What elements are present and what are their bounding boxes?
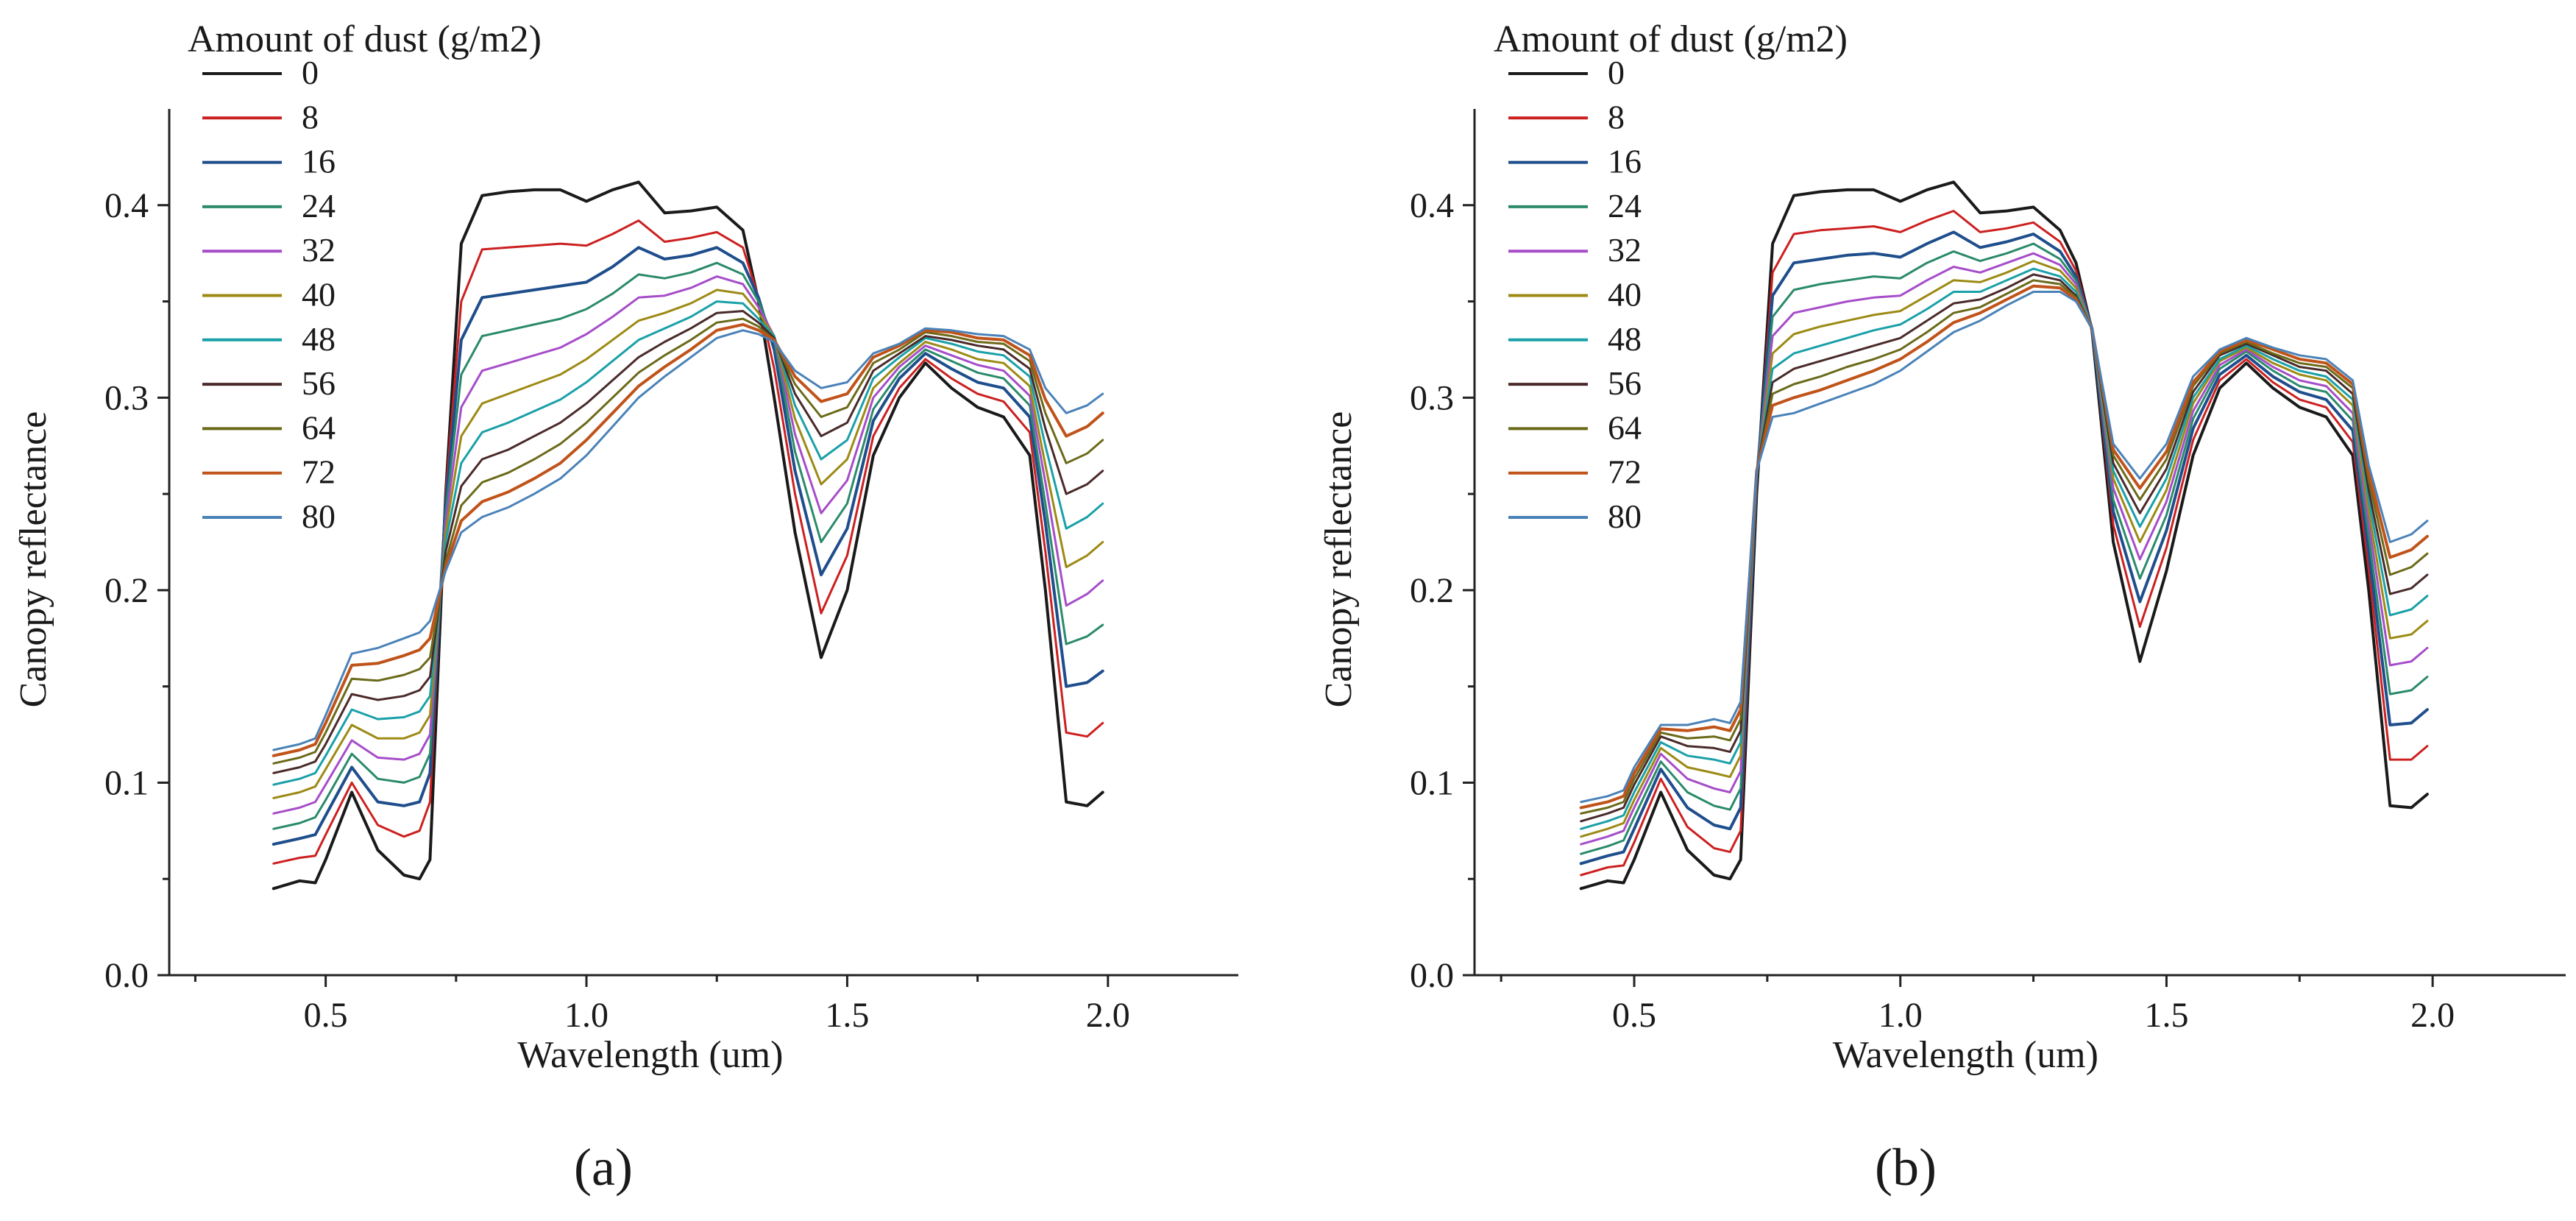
series-line-32 [1580,252,2429,846]
series-line-16 [1579,230,2429,866]
legend-entry-0: 0 [302,54,319,91]
panel-label-b: (b) [1875,1138,1937,1197]
legend-entry-16: 16 [1608,143,1642,180]
x-axis-label: Wavelength (um) [517,1034,783,1076]
legend-entry-32: 32 [302,231,336,269]
series-line-24 [1580,242,2429,855]
x-tick-label: 0.5 [304,996,348,1035]
legend: Amount of dust (g/m2)0 8 16 24 32 40 48 56 64 72 8… [188,18,542,535]
series-line-8 [1580,210,2429,877]
x-tick-label: 1.5 [2144,996,2188,1035]
y-axis-label: Canopy reflectance [1318,411,1360,708]
series-line-72 [1579,284,2429,810]
legend: Amount of dust (g/m2)0 8 16 24 32 40 48 56 64 72 8… [1494,18,1848,535]
y-tick-label: 0.2 [104,571,149,610]
series-line-40 [1580,260,2429,838]
series-line-80 [1580,291,2429,804]
series-line-56 [272,310,1104,774]
y-tick-label: 0.0 [1410,956,1454,995]
legend-entry-80: 80 [1608,498,1642,535]
legend-entry-48: 48 [1608,320,1642,358]
series-line-48 [1580,267,2429,830]
legend-entry-56: 56 [1608,364,1642,402]
x-tick-label: 2.0 [1086,996,1130,1035]
series-line-32 [272,275,1104,815]
legend-entry-56: 56 [302,364,336,402]
legend-entry-64: 64 [1608,408,1642,446]
series-line-0 [1579,180,2429,891]
x-tick-label: 1.0 [1878,996,1923,1035]
y-axis-label: Canopy reflectance [13,411,54,708]
panel-a: 0.0 0.1 0.2 0.3 0.4 0.5 1.0 1.5 2.0 Wavelength (u… [13,18,1238,1076]
x-tick-label: 2.0 [2410,996,2455,1035]
y-tick-label: 0.0 [104,956,149,995]
y-tick-label: 0.2 [1410,571,1454,610]
legend-entry-72: 72 [1608,453,1642,491]
series-line-16 [272,246,1104,846]
legend-entry-8: 8 [1608,98,1625,135]
x-axis-label: Wavelength (um) [1833,1034,2098,1076]
series-line-48 [272,300,1104,786]
series-line-80 [272,327,1104,751]
legend-entry-8: 8 [302,98,319,135]
legend-entry-64: 64 [302,408,336,446]
y-tick-label: 0.4 [1410,186,1454,225]
legend-entry-16: 16 [302,143,336,180]
x-tick-label: 1.5 [825,996,869,1035]
panel-b: 0.0 0.1 0.2 0.3 0.4 0.5 1.0 1.5 2.0 Wavelength (u… [1318,18,2566,1076]
legend-title: Amount of dust (g/m2) [1494,18,1848,60]
series-line-64 [1580,279,2429,815]
legend-entry-24: 24 [1608,187,1642,224]
x-tick-label: 1.0 [564,996,608,1035]
y-tick-label: 0.4 [104,186,149,225]
legend-entry-80: 80 [302,498,336,535]
y-tick-label: 0.3 [104,378,149,417]
legend-entry-40: 40 [302,276,336,314]
series-line-8 [272,219,1104,865]
series-line-64 [272,317,1104,765]
legend-entry-40: 40 [1608,276,1642,314]
y-tick-label: 0.3 [1410,378,1454,417]
legend-entry-24: 24 [302,187,336,224]
series-line-72 [272,322,1104,757]
panel-label-a: (a) [574,1138,633,1197]
legend-entry-48: 48 [302,320,336,358]
series-line-0 [272,180,1104,891]
legend-entry-0: 0 [1608,54,1625,91]
series-line-40 [272,289,1104,799]
y-tick-label: 0.1 [104,763,149,802]
legend-entry-32: 32 [1608,231,1642,269]
x-tick-label: 0.5 [1612,996,1656,1035]
series-line-24 [272,261,1104,830]
legend-entry-72: 72 [302,453,336,491]
y-tick-label: 0.1 [1410,763,1454,802]
series-line-56 [1580,273,2429,823]
legend-title: Amount of dust (g/m2) [188,18,542,60]
